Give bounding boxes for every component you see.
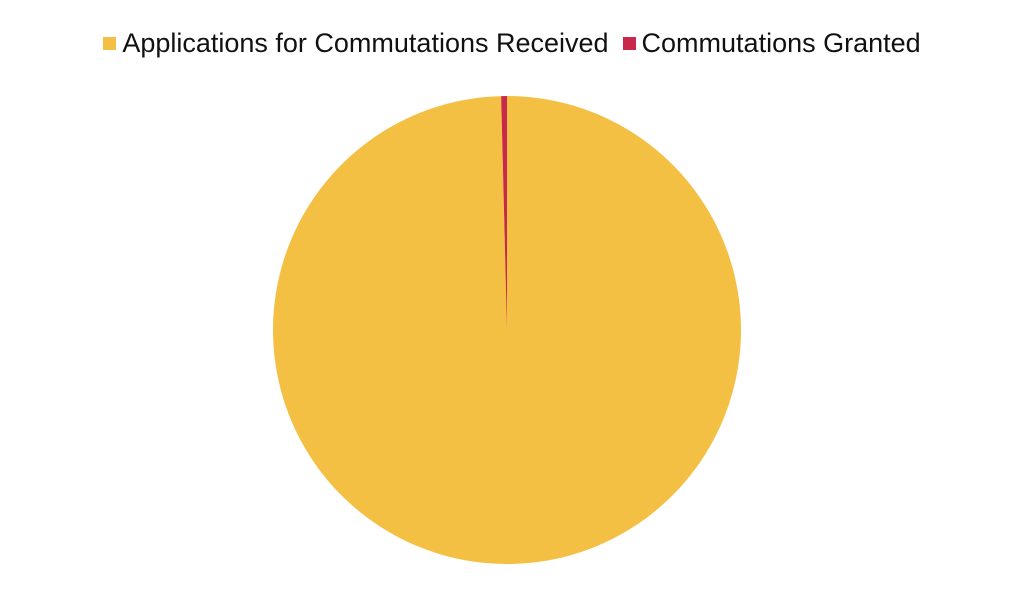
legend-label-granted: Commutations Granted	[641, 28, 921, 58]
legend-label-applications: Applications for Commutations Received	[122, 28, 609, 58]
legend-swatch-granted	[622, 37, 636, 50]
legend-item-granted: Commutations Granted	[622, 28, 921, 59]
pie-slice-1	[501, 96, 507, 330]
pie-slice-0	[272, 96, 741, 564]
legend-swatch-applications	[103, 37, 117, 50]
chart-legend: Applications for Commutations Received C…	[0, 28, 1024, 59]
legend-item-applications: Applications for Commutations Received	[103, 28, 609, 59]
